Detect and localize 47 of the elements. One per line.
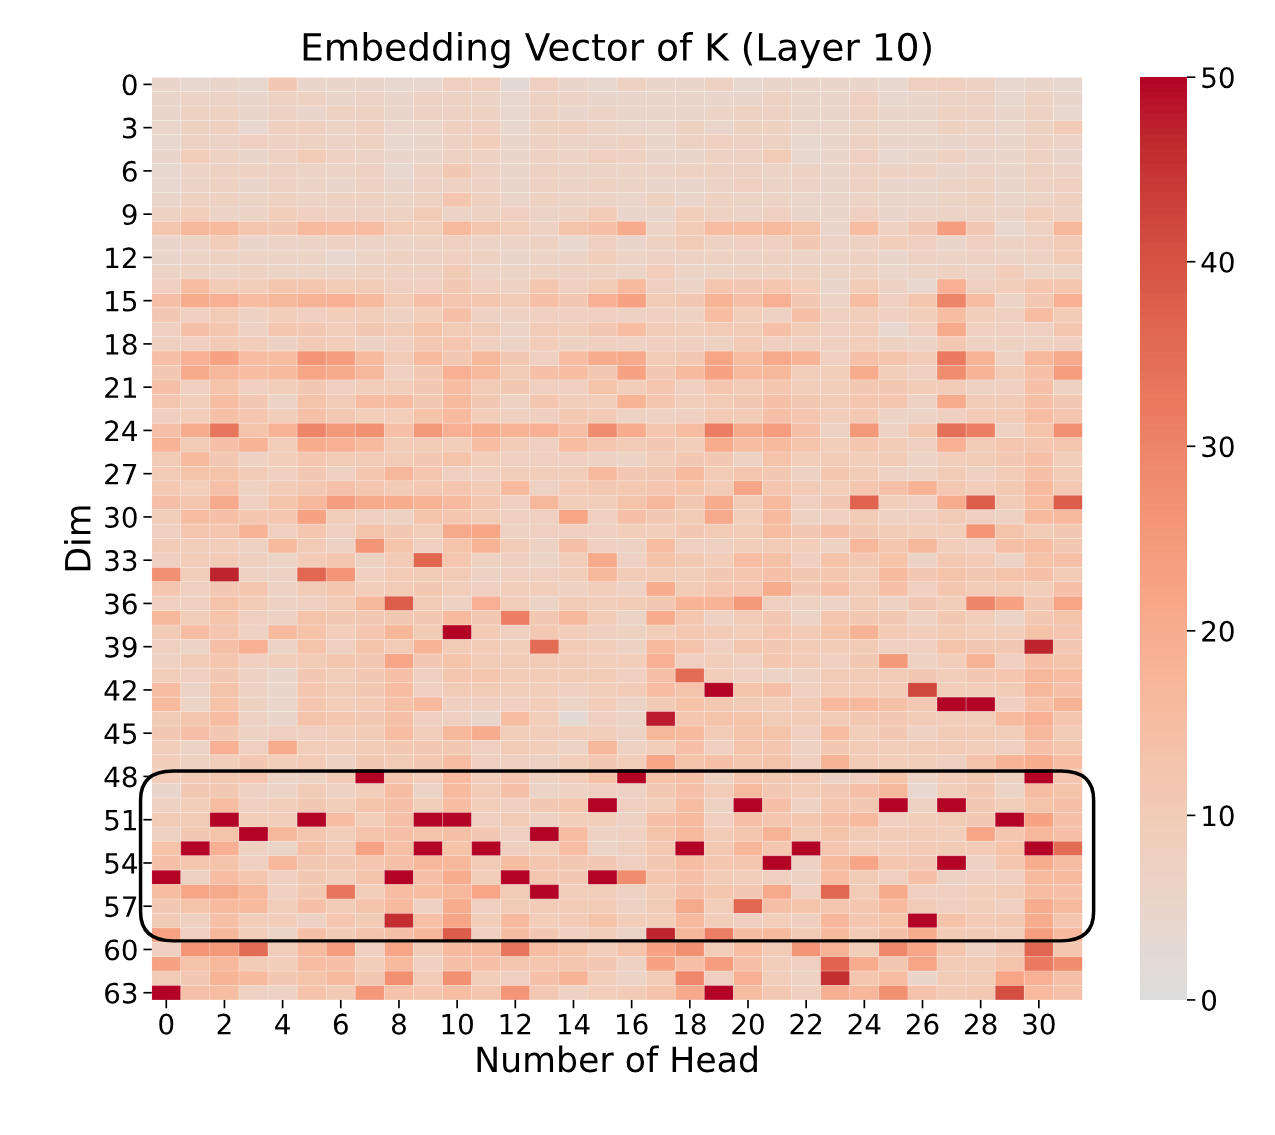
y-tick-label: 51 (105, 810, 136, 831)
y-tick-label: 45 (104, 723, 137, 745)
y-tick-label: 60 (105, 939, 137, 961)
x-tick-label: 4 (275, 1013, 290, 1035)
x-tick-label: 26 (906, 1013, 939, 1035)
y-tick-label: 15 (106, 290, 137, 312)
y-tick-label: 21 (105, 377, 136, 398)
y-tick-label: 27 (105, 463, 137, 485)
x-axis-title: Number of Head (477, 1045, 757, 1073)
y-tick-label: 48 (104, 766, 137, 788)
x-tick-label: 24 (848, 1013, 881, 1035)
color-bar-label: 30 (1202, 436, 1234, 458)
x-tick-label: 0 (159, 1013, 174, 1035)
y-tick-label: 18 (106, 333, 137, 355)
y-tick-label: 3 (122, 117, 137, 139)
x-tick-label: 30 (1023, 1013, 1055, 1035)
y-tick-label: 57 (105, 896, 137, 918)
x-tick-label: 28 (965, 1013, 997, 1035)
y-tick-label: 30 (105, 506, 137, 528)
color-bar-label: 40 (1201, 251, 1234, 273)
color-bar-label: 10 (1203, 805, 1234, 827)
x-tick-label: 6 (333, 1013, 348, 1035)
x-tick-label: 18 (675, 1013, 706, 1035)
color-bar-label: 0 (1202, 989, 1217, 1011)
x-tick-label: 20 (732, 1013, 764, 1035)
y-tick-label: 42 (104, 679, 136, 701)
color-bar-label: 50 (1202, 67, 1234, 89)
y-tick-label: 54 (105, 853, 137, 874)
y-tick-label: 0 (122, 74, 137, 96)
y-tick-label: 9 (122, 204, 137, 226)
y-tick-label: 63 (105, 982, 137, 1004)
y-tick-label: 33 (105, 550, 137, 572)
color-bar-label: 20 (1202, 620, 1234, 642)
y-tick-label: 12 (106, 247, 136, 268)
y-axis-title: Dim (64, 506, 91, 571)
x-tick-label: 2 (217, 1013, 231, 1035)
x-tick-label: 22 (790, 1013, 822, 1035)
x-tick-label: 8 (392, 1013, 406, 1035)
x-tick-label: 14 (558, 1013, 590, 1035)
x-tick-label: 12 (500, 1013, 531, 1035)
y-tick-label: 39 (105, 636, 137, 658)
y-tick-label: 36 (105, 593, 137, 615)
chart-title: Embedding Vector of K (Layer 10) (303, 32, 931, 69)
x-tick-label: 16 (617, 1013, 648, 1035)
y-tick-label: 6 (122, 160, 137, 182)
x-tick-label: 10 (442, 1013, 473, 1035)
y-tick-label: 24 (105, 420, 137, 441)
